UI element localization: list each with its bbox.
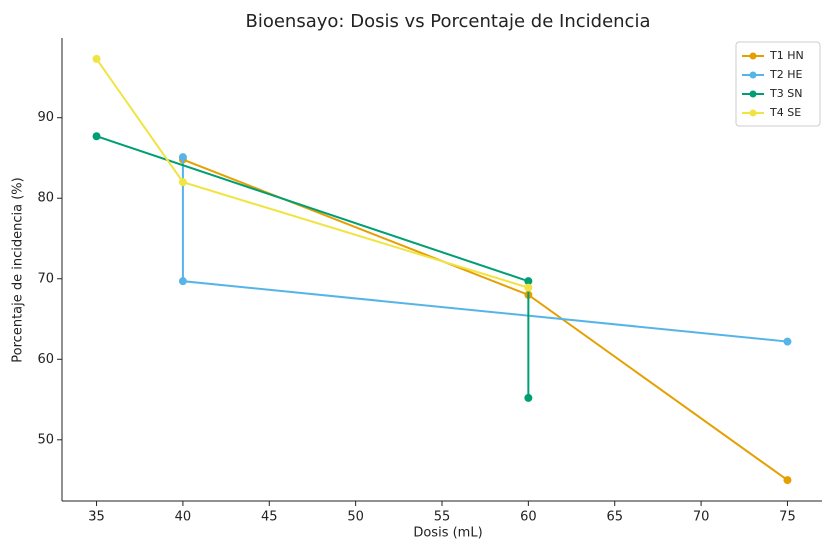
legend-label: T3 SN: [769, 87, 802, 100]
x-tick-label: 75: [779, 510, 796, 525]
point: [92, 54, 101, 63]
series-line: [95, 58, 529, 289]
point: [178, 277, 187, 286]
legend-label: T4 SE: [769, 106, 801, 119]
chart-title: Bioensayo: Dosis vs Porcentaje de Incide…: [246, 11, 651, 32]
x-axis-label: Dosis (mL): [413, 526, 482, 541]
point: [524, 283, 533, 292]
series-line: [181, 157, 788, 343]
y-tick-label: 80: [37, 191, 54, 206]
point: [783, 337, 792, 346]
legend-label: T2 HE: [769, 68, 802, 81]
legend-marker: [749, 52, 757, 60]
x-tick-label: 35: [88, 510, 105, 525]
x-tick-label: 65: [606, 510, 623, 525]
x-tick-label: 50: [347, 510, 364, 525]
point: [524, 277, 533, 286]
point: [92, 132, 101, 141]
legend-label: T1 HN: [769, 49, 804, 62]
x-tick-label: 60: [520, 510, 537, 525]
x-tick-label: 40: [175, 510, 192, 525]
legend-marker: [749, 109, 757, 117]
y-axis-label: Porcentaje de incidencia (%): [11, 177, 26, 362]
point: [178, 178, 187, 187]
x-tick-label: 55: [434, 510, 451, 525]
legend: T1 HN T2 HE T3 SN T4 SE: [735, 41, 821, 127]
point: [783, 476, 792, 485]
x-tick-label: 70: [693, 510, 710, 525]
y-tick-label: 70: [37, 271, 54, 286]
legend-box: [735, 41, 821, 127]
x-tick-label: 45: [261, 510, 278, 525]
series-line: [182, 158, 789, 481]
y-tick-label: 50: [37, 432, 54, 447]
legend-marker: [749, 90, 757, 98]
y-tick-label: 60: [37, 352, 54, 367]
legend-marker: [749, 71, 757, 79]
y-tick-label: 90: [37, 110, 54, 125]
point: [524, 393, 533, 402]
point: [178, 153, 187, 162]
